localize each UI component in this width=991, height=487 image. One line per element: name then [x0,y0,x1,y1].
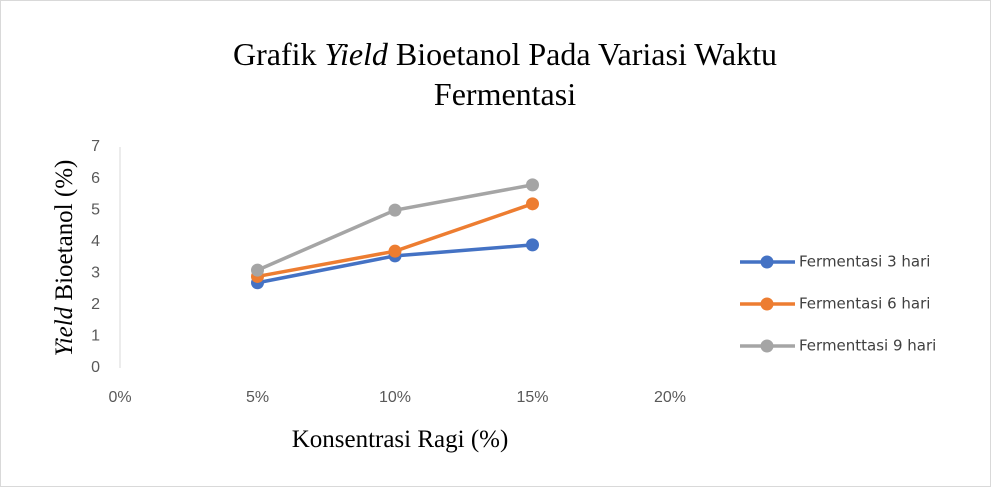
legend-marker [760,339,774,353]
legend-marker [760,255,774,269]
x-axis-label-part: Konsentrasi Ragi (%) [292,426,509,453]
data-point [526,238,539,252]
x-tick-label: 10% [379,389,411,406]
y-axis-label: Yield Bioetanol (%) [51,160,78,357]
y-axis-label-part: Bioetanol (%) [51,160,78,307]
legend-label: Fermenttasi 9 hari [799,337,936,355]
y-tick-label: 6 [91,170,100,187]
x-tick-label: 15% [516,389,548,406]
y-tick-label: 5 [91,201,100,218]
y-tick-label: 0 [91,359,100,376]
chart-title-part: Fermentasi [434,76,576,112]
y-tick-label: 7 [91,138,100,155]
data-point [251,263,264,277]
chart-title-part: Grafik [233,36,325,72]
chart-title-part: Yield [325,36,389,72]
chart-title: Fermentasi [434,76,576,112]
legend-label: Fermentasi 3 hari [799,253,930,271]
y-tick-label: 2 [91,296,100,313]
legend-marker [760,297,774,311]
data-point [388,203,402,217]
data-point [526,178,539,192]
chart-title-part: Bioetanol Pada Variasi Waktu [388,36,777,72]
data-point [526,197,539,211]
x-axis-label: Konsentrasi Ragi (%) [292,426,509,453]
y-tick-label: 1 [91,328,100,345]
x-tick-label: 20% [654,389,686,406]
x-tick-label: 0% [108,389,131,406]
y-axis-label-part: Yield [51,306,78,356]
y-tick-label: 4 [91,233,100,250]
y-tick-label: 3 [91,265,100,282]
data-point [388,244,402,258]
x-tick-label: 5% [246,389,269,406]
legend-label: Fermentasi 6 hari [799,295,930,313]
chart-title: Grafik Yield Bioetanol Pada Variasi Wakt… [233,36,777,72]
